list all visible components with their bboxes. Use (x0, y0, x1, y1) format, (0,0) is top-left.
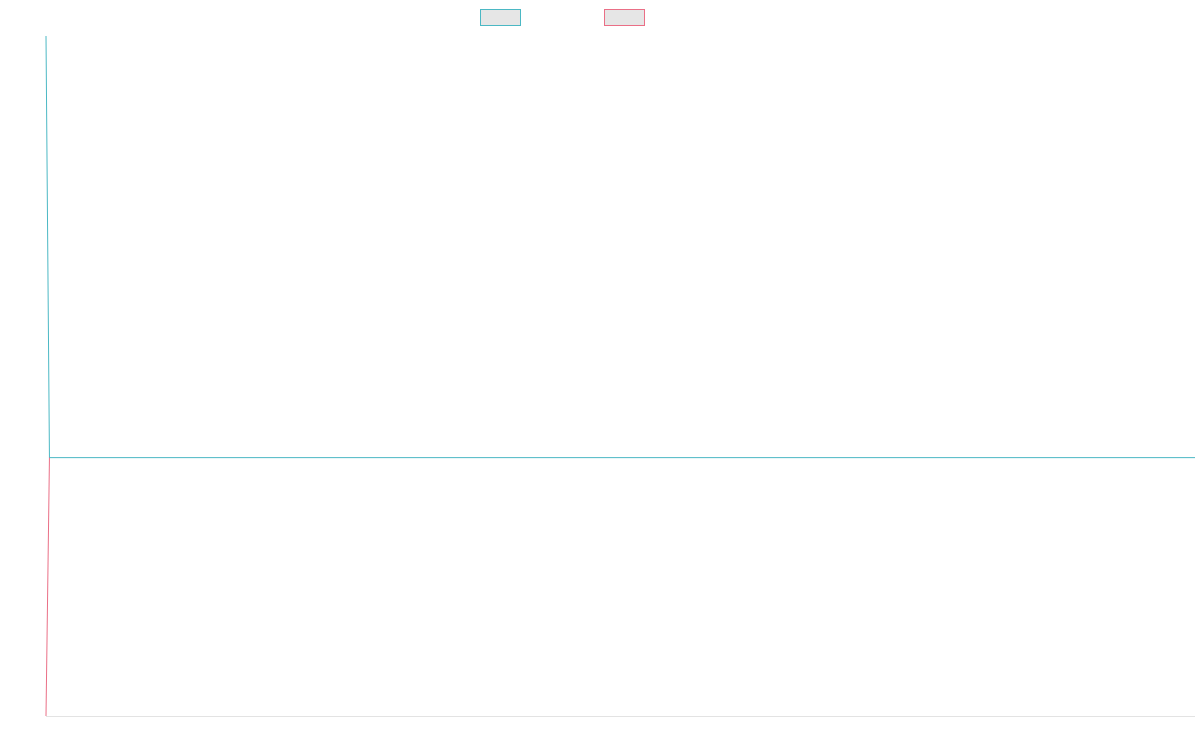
series-line-1 (45, 35, 1195, 459)
series-line-2 (45, 457, 50, 717)
legend-swatch-2[interactable] (604, 9, 645, 26)
legend-swatch-1[interactable] (480, 9, 521, 26)
legend (480, 9, 645, 26)
plot-area (45, 35, 1195, 717)
series-group (45, 35, 1195, 717)
